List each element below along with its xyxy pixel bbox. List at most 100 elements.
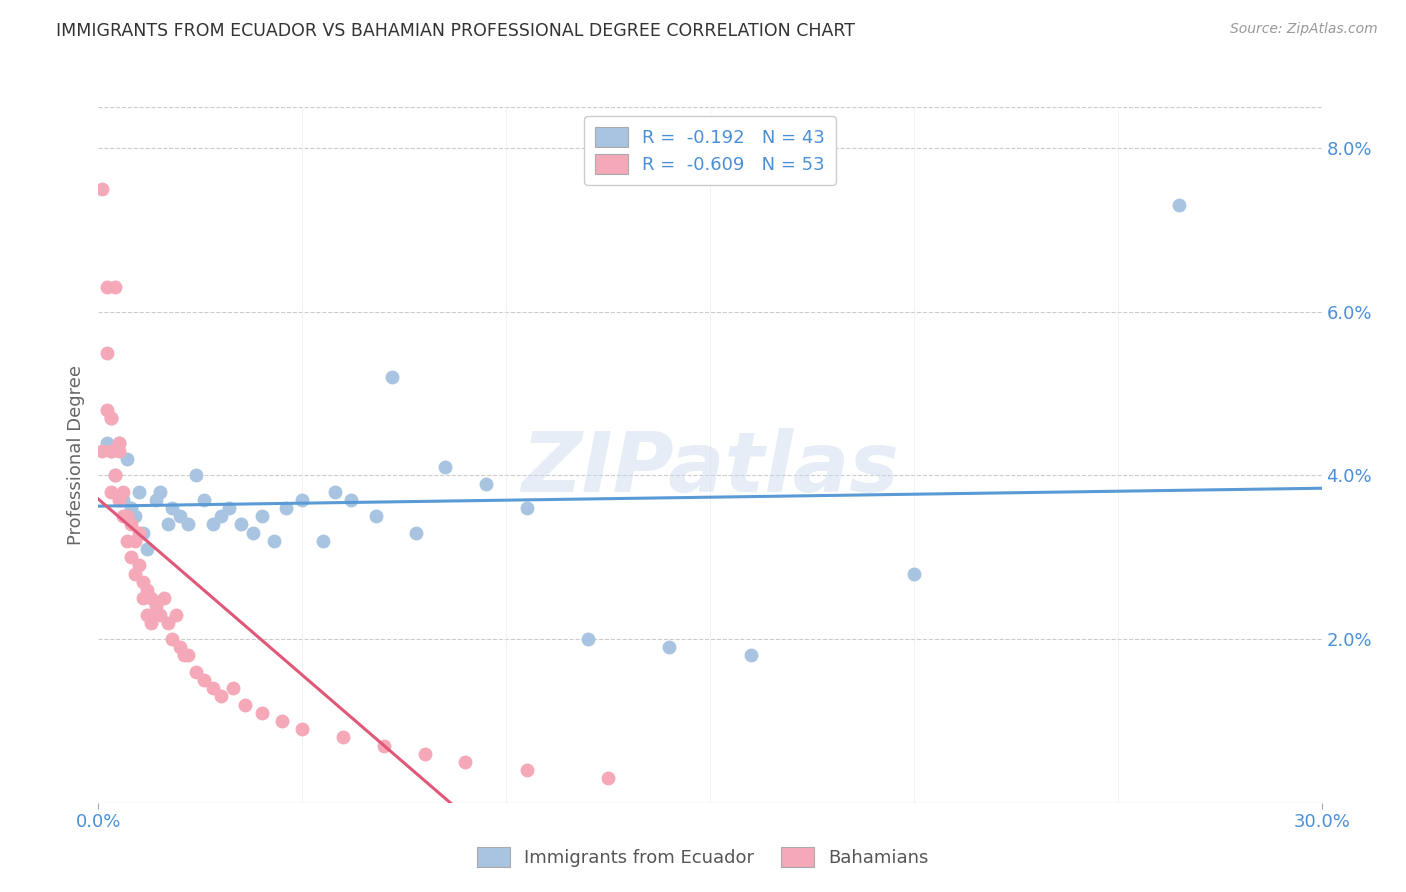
Point xyxy=(250,509,273,524)
Point xyxy=(136,582,159,597)
Point xyxy=(104,468,127,483)
Point xyxy=(141,591,163,606)
Point xyxy=(108,492,131,507)
Point xyxy=(96,403,118,417)
Point xyxy=(100,443,122,458)
Point xyxy=(323,484,346,499)
Point xyxy=(233,698,256,712)
Point xyxy=(218,501,240,516)
Point xyxy=(413,747,436,761)
Point xyxy=(104,280,127,294)
Point xyxy=(96,435,118,450)
Point xyxy=(156,615,179,630)
Point xyxy=(576,632,599,646)
Point xyxy=(124,509,146,524)
Point xyxy=(903,566,925,581)
Point xyxy=(222,681,245,696)
Point xyxy=(658,640,681,655)
Point xyxy=(332,731,354,745)
Point xyxy=(160,632,183,646)
Point xyxy=(136,607,159,622)
Point xyxy=(291,722,314,736)
Point xyxy=(111,484,134,499)
Point xyxy=(100,411,122,425)
Point xyxy=(115,533,138,548)
Point xyxy=(128,484,150,499)
Point xyxy=(128,525,150,540)
Point xyxy=(169,640,191,655)
Point xyxy=(201,517,224,532)
Point xyxy=(145,599,167,614)
Point xyxy=(364,509,387,524)
Point xyxy=(263,533,285,548)
Point xyxy=(160,501,183,516)
Point xyxy=(340,492,363,507)
Point xyxy=(454,755,477,769)
Point xyxy=(132,591,155,606)
Point xyxy=(516,501,538,516)
Point xyxy=(405,525,427,540)
Point xyxy=(598,771,620,785)
Point xyxy=(128,558,150,573)
Point xyxy=(120,517,142,532)
Legend: R =  -0.192   N = 43, R =  -0.609   N = 53: R = -0.192 N = 43, R = -0.609 N = 53 xyxy=(585,116,835,185)
Point xyxy=(124,533,146,548)
Point xyxy=(434,460,457,475)
Point xyxy=(152,591,174,606)
Point xyxy=(149,607,172,622)
Point xyxy=(516,763,538,777)
Point xyxy=(209,509,232,524)
Point xyxy=(740,648,762,663)
Point xyxy=(108,435,131,450)
Point xyxy=(124,566,146,581)
Point xyxy=(177,648,200,663)
Point xyxy=(186,468,208,483)
Point xyxy=(169,509,191,524)
Point xyxy=(96,280,118,294)
Point xyxy=(115,452,138,467)
Point xyxy=(312,533,335,548)
Point xyxy=(120,501,142,516)
Point xyxy=(186,665,208,679)
Point xyxy=(1167,198,1189,212)
Point xyxy=(270,714,294,728)
Point xyxy=(132,574,155,589)
Point xyxy=(209,690,232,704)
Point xyxy=(108,443,131,458)
Point xyxy=(145,492,167,507)
Point xyxy=(193,673,215,687)
Point xyxy=(108,435,131,450)
Point xyxy=(274,501,297,516)
Point xyxy=(177,517,200,532)
Point xyxy=(193,492,215,507)
Point xyxy=(141,615,163,630)
Point xyxy=(91,182,114,196)
Point xyxy=(96,345,118,359)
Point xyxy=(156,517,179,532)
Point xyxy=(250,706,273,720)
Point xyxy=(100,411,122,425)
Point xyxy=(100,443,122,458)
Point xyxy=(115,509,138,524)
Point xyxy=(111,509,134,524)
Point xyxy=(173,648,195,663)
Text: IMMIGRANTS FROM ECUADOR VS BAHAMIAN PROFESSIONAL DEGREE CORRELATION CHART: IMMIGRANTS FROM ECUADOR VS BAHAMIAN PROF… xyxy=(56,22,855,40)
Point xyxy=(373,739,395,753)
Point xyxy=(231,517,253,532)
Point xyxy=(242,525,264,540)
Y-axis label: Professional Degree: Professional Degree xyxy=(66,365,84,545)
Point xyxy=(149,484,172,499)
Point xyxy=(381,370,404,384)
Point xyxy=(291,492,314,507)
Point xyxy=(100,484,122,499)
Point xyxy=(201,681,224,696)
Legend: Immigrants from Ecuador, Bahamians: Immigrants from Ecuador, Bahamians xyxy=(470,839,936,874)
Point xyxy=(104,468,127,483)
Point xyxy=(474,476,498,491)
Point xyxy=(91,443,114,458)
Point xyxy=(120,550,142,565)
Point xyxy=(132,525,155,540)
Point xyxy=(136,542,159,557)
Text: Source: ZipAtlas.com: Source: ZipAtlas.com xyxy=(1230,22,1378,37)
Point xyxy=(165,607,187,622)
